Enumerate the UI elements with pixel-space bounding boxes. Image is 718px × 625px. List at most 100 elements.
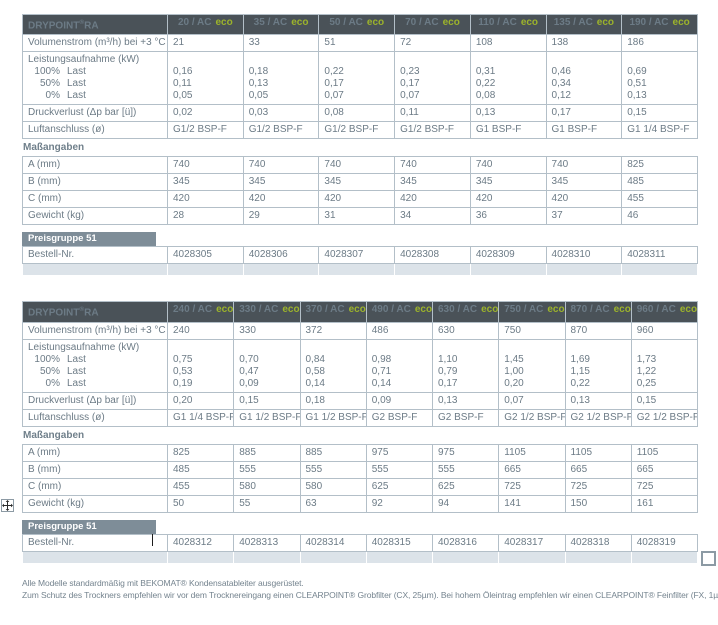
power-value: 0,09 <box>239 377 259 389</box>
empty-cell[interactable] <box>22 551 168 564</box>
value-cell: 186 <box>621 34 698 53</box>
move-arrows-icon <box>2 500 13 511</box>
value-cell: 420 <box>318 190 396 209</box>
eco-label: eco <box>366 17 385 28</box>
model-header-cell: 490 / AC eco <box>365 301 434 323</box>
value-cell: 486 <box>365 321 434 340</box>
value-cell: 740 <box>242 156 320 175</box>
value-cell: 36 <box>469 207 547 226</box>
eco-label: eco <box>547 304 565 316</box>
footnotes: Alle Modelle standardmäßig mit BEKOMAT® … <box>22 577 718 601</box>
value-cell: 4028317 <box>498 533 566 552</box>
value-cell: 885 <box>233 443 301 462</box>
value-cell: 0,13 <box>431 391 500 410</box>
empty-cell[interactable] <box>431 551 500 564</box>
empty-cell[interactable] <box>545 264 623 277</box>
model-header-cell: 70 / AC eco <box>394 13 471 36</box>
value-cell: 0,09 <box>365 391 434 410</box>
value-cell: 94 <box>431 494 500 513</box>
model-header-cell: 330 / AC eco <box>233 301 301 323</box>
eco-label: eco <box>520 17 539 28</box>
model-header-cell: 870 / AC eco <box>564 301 632 323</box>
value-cell: 345 <box>242 173 320 192</box>
empty-cell[interactable] <box>167 264 244 277</box>
load-level-label: 0% Last <box>28 378 162 390</box>
value-cell: 0,13 <box>564 391 632 410</box>
table-resize-handle[interactable] <box>701 551 716 566</box>
value-cell: 455 <box>166 477 235 496</box>
value-cell: 63 <box>299 494 367 513</box>
power-value: 0,23 <box>400 66 420 78</box>
value-cell: 580 <box>233 477 301 496</box>
power-consumption-row: Leistungsaufnahme (kW) 100% Last 50% Last 0% L… <box>22 338 699 393</box>
value-cell: G2 1/2 BSP-F <box>630 408 699 427</box>
empty-cell[interactable] <box>394 264 471 277</box>
power-value: 0,70 <box>239 353 259 365</box>
empty-cell[interactable] <box>365 551 434 564</box>
value-cell: 72 <box>394 34 471 53</box>
power-value-cell: 1,45 1,00 0,20 <box>498 338 566 393</box>
value-cell: 975 <box>365 443 434 462</box>
spec-row: Luftanschluss (ø) G1 1/4 BSP-F G1 1/2 BSP-… <box>22 408 699 427</box>
power-value: 1,10 <box>438 353 458 365</box>
spec-row: Luftanschluss (ø) G1/2 BSP-F G1/2 BSP-F G1/… <box>22 121 698 140</box>
blank-line <box>400 54 465 66</box>
power-value: 0,16 <box>173 66 193 78</box>
value-cell: 625 <box>365 477 434 496</box>
row-label-cell: Bestell-Nr. <box>22 533 168 552</box>
spec-block-large-models: DRYPOINT®RA 240 / AC eco 330 / AC eco 370 / A… <box>22 301 702 564</box>
empty-cell[interactable] <box>22 264 168 277</box>
load-word: Last <box>67 66 86 78</box>
model-header-cell: 750 / AC eco <box>498 301 566 323</box>
power-value: 0,34 <box>551 78 571 90</box>
power-value: 0,11 <box>173 78 192 90</box>
value-cell: 725 <box>564 477 632 496</box>
blank-line <box>372 342 427 354</box>
value-cell: 4028315 <box>365 533 434 552</box>
table-move-handle[interactable] <box>1 499 14 512</box>
empty-cell[interactable] <box>299 551 367 564</box>
empty-cell[interactable] <box>564 551 632 564</box>
value-cell: 825 <box>166 443 235 462</box>
empty-cell[interactable] <box>242 264 320 277</box>
empty-cell[interactable] <box>233 551 301 564</box>
power-value: 0,19 <box>173 377 193 389</box>
model-label: 240 / AC <box>173 304 213 316</box>
order-number-table: Bestell-Nr. 4028305 4028306 4028307 4028308 4… <box>22 246 698 265</box>
value-cell: 4028307 <box>318 246 396 265</box>
load-percent: 100% <box>34 353 60 365</box>
blank-line <box>173 342 228 354</box>
value-cell: 372 <box>299 321 367 340</box>
value-cell: 555 <box>233 460 301 479</box>
row-label-cell: C (mm) <box>22 477 168 496</box>
model-label: 960 / AC <box>636 304 676 316</box>
model-header-cell: 50 / AC eco <box>318 13 396 36</box>
model-label: 330 / AC <box>239 304 279 316</box>
empty-cell[interactable] <box>630 551 699 564</box>
empty-cell[interactable] <box>621 264 698 277</box>
value-cell: 0,13 <box>469 104 547 123</box>
model-label: 70 / AC <box>405 17 439 28</box>
value-cell: 960 <box>630 321 699 340</box>
row-label-cell: Luftanschluss (ø) <box>22 121 168 140</box>
value-cell: 420 <box>394 190 471 209</box>
value-cell: 885 <box>299 443 367 462</box>
value-cell: 485 <box>166 460 235 479</box>
value-cell: 37 <box>545 207 623 226</box>
empty-cell[interactable] <box>469 264 547 277</box>
value-cell: 4028313 <box>233 533 301 552</box>
value-cell: 345 <box>394 173 471 192</box>
power-value-cell: 0,46 0,34 0,12 <box>545 51 623 106</box>
value-cell: 4028305 <box>167 246 244 265</box>
row-label-cell: Leistungsaufnahme (kW) 100% Last 50% Last 0% L… <box>22 338 168 393</box>
value-cell: 420 <box>545 190 623 209</box>
footnote-bekomat: Alle Modelle standardmäßig mit BEKOMAT® … <box>22 577 304 588</box>
power-value: 0,14 <box>371 377 392 389</box>
empty-shaded-row-table <box>22 551 699 564</box>
empty-cell[interactable] <box>318 264 396 277</box>
empty-cell[interactable] <box>498 551 566 564</box>
model-header-cell: 20 / AC eco <box>167 13 244 36</box>
power-value: 0,14 <box>305 377 325 389</box>
empty-cell[interactable] <box>166 551 235 564</box>
dimension-row: Gewicht (kg) 28 29 31 34 36 37 46 <box>22 207 698 226</box>
